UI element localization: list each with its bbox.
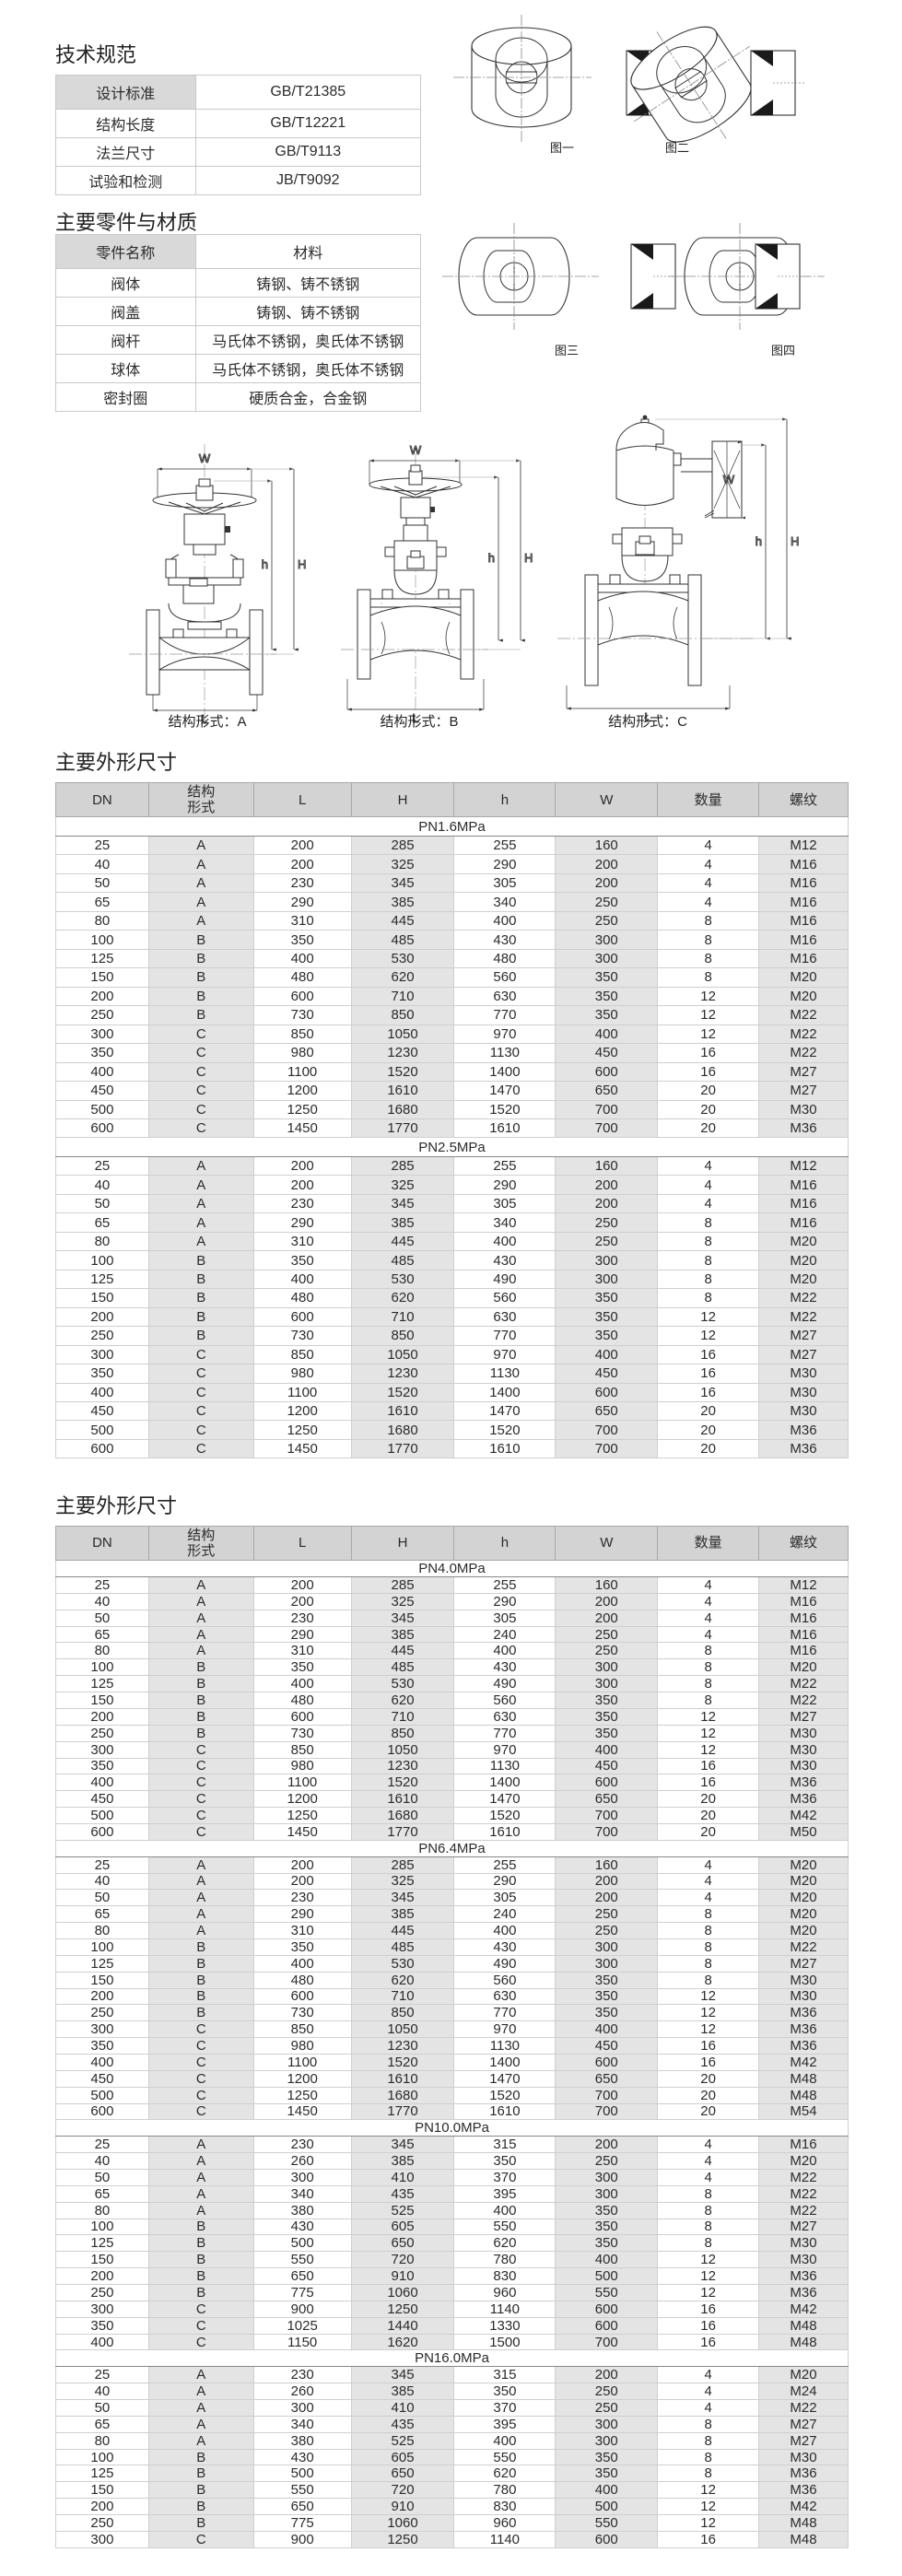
svg-text:H: H <box>791 534 799 548</box>
svg-text:图一: 图一 <box>550 141 574 155</box>
svg-text:图四: 图四 <box>771 344 795 357</box>
svg-text:H: H <box>524 551 533 565</box>
svg-text:W: W <box>723 473 735 486</box>
svg-text:图三: 图三 <box>555 344 579 357</box>
svg-text:W: W <box>410 443 422 457</box>
svg-text:H: H <box>298 557 306 571</box>
svg-text:h: h <box>756 534 762 548</box>
svg-text:h: h <box>262 557 268 571</box>
svg-text:h: h <box>488 551 495 565</box>
svg-text:W: W <box>199 451 211 465</box>
svg-text:图二: 图二 <box>665 141 689 155</box>
